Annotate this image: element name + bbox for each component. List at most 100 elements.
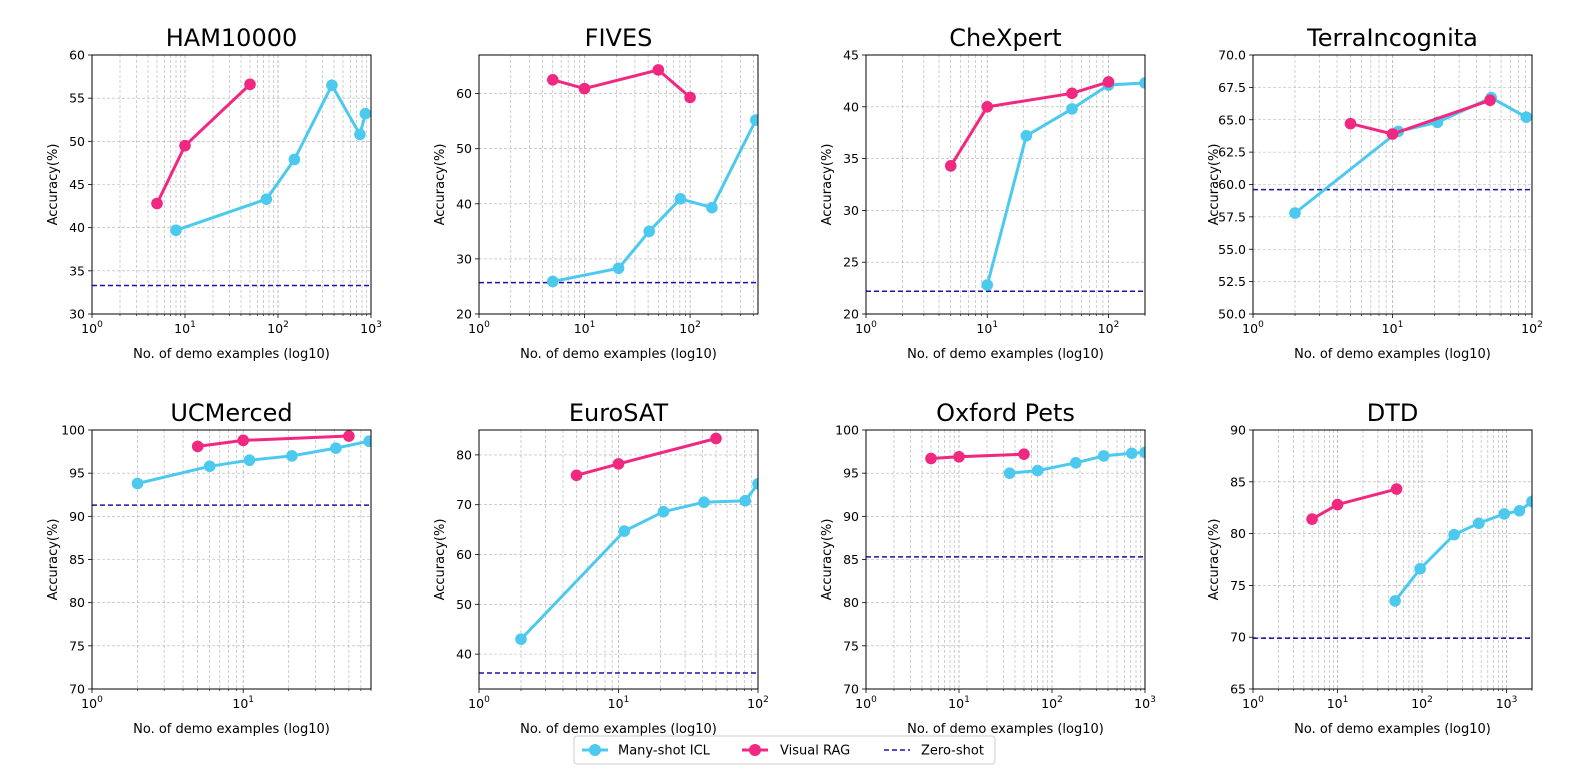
tick-label-x: 100 [468, 320, 490, 336]
tick-label-y: 75 [1230, 578, 1246, 593]
x-axis-label: No. of demo examples (log10) [133, 722, 330, 737]
tick-label-y: 90 [1230, 423, 1246, 438]
data-point-rag [944, 160, 957, 172]
data-point-rag [151, 197, 163, 210]
tick-label-y: 95 [843, 466, 859, 481]
tick-label-x: 102 [679, 320, 701, 336]
x-axis-label: No. of demo examples (log10) [907, 347, 1104, 362]
tick-label-x: 102 [267, 320, 289, 336]
data-point-rag [1066, 87, 1078, 100]
data-point-icl [750, 114, 758, 126]
tick-label-x: 101 [574, 320, 596, 336]
tick-label-y: 70.0 [1218, 48, 1246, 63]
series-line-rag [930, 452, 1025, 460]
chart-fives: 20 30 40 50 60 100 101 102 FIVES No. of demo exam… [433, 24, 759, 362]
legend-rag-swatch-marker [749, 744, 761, 756]
x-axis-label: No. of demo examples (log10) [907, 722, 1104, 737]
tick-label-x: 100 [1242, 695, 1264, 711]
data-point-icl [618, 525, 631, 537]
tick-label-y: 40 [69, 220, 85, 235]
tick-label-y: 90 [843, 509, 859, 524]
tick-label-x: 103 [1496, 695, 1518, 711]
x-axis-label: No. of demo examples (log10) [133, 347, 330, 362]
tick-label-y: 65.0 [1218, 112, 1246, 127]
series-line-rag [1311, 487, 1397, 521]
tick-label-y: 50 [456, 141, 472, 156]
series-icl [546, 114, 758, 288]
tick-label-y: 35 [69, 263, 85, 278]
data-point-rag [1306, 513, 1318, 525]
tick-label-y: 75 [69, 638, 85, 653]
tick-label-x: 102 [747, 695, 769, 711]
data-point-rag [1390, 483, 1403, 495]
chart-title: DTD [1367, 399, 1419, 427]
series-icl [515, 477, 758, 645]
grid [865, 54, 1146, 315]
data-point-icl [1066, 103, 1078, 115]
tick-label-y: 90 [69, 509, 85, 524]
data-point-rag [191, 440, 204, 453]
legend-icl-swatch-marker [589, 744, 601, 756]
data-point-rag [1484, 94, 1496, 107]
data-point-rag [1102, 76, 1115, 88]
data-point-icl [1125, 447, 1138, 460]
data-point-rag [546, 73, 559, 86]
data-point-icl [170, 224, 182, 237]
data-point-icl [131, 477, 144, 490]
tick-label-y: 80 [843, 595, 859, 610]
legend-icl-label: Many-shot ICL [618, 744, 711, 759]
legend-rag-label: Visual RAG [780, 744, 850, 759]
y-axis-label: Accuracy(%) [433, 519, 448, 601]
chart-panels: 30 35 40 45 50 55 60 100 101 102 103 HAM10000 No. of… [46, 24, 1543, 737]
tick-label-x: 102 [1098, 320, 1120, 336]
data-point-icl [981, 279, 994, 291]
tick-label-y: 40 [456, 647, 472, 662]
data-point-icl [260, 193, 273, 205]
tick-label-y: 85 [1230, 474, 1246, 489]
tick-label-y: 62.5 [1218, 145, 1246, 160]
tick-label-x: 102 [1521, 320, 1543, 336]
tick-label-y: 35 [843, 151, 859, 166]
data-point-icl [286, 450, 298, 462]
chart-dtd: 65 70 75 80 85 90 100 101 102 103 DTD No. of demo e… [1207, 399, 1533, 737]
chart-oxford-pets: 70 75 80 85 90 95 100 100 101 102 103 Oxford Pets No… [820, 399, 1156, 737]
data-point-rag [343, 430, 355, 442]
series-icl [1289, 91, 1532, 219]
data-point-rag [981, 101, 994, 113]
grid [865, 429, 1146, 690]
chart-title: UCMerced [170, 399, 292, 427]
data-point-rag [710, 432, 722, 445]
data-point-rag [1344, 117, 1357, 130]
chart-title: HAM10000 [166, 24, 298, 52]
series-line-icl [175, 83, 367, 232]
grid [91, 429, 372, 690]
tick-label-y: 57.5 [1218, 209, 1246, 224]
tick-label-y: 55.0 [1218, 242, 1246, 257]
tick-label-x: 101 [1327, 695, 1349, 711]
data-point-icl [546, 275, 559, 288]
tick-label-y: 95 [69, 466, 85, 481]
series-line-icl [1294, 96, 1528, 215]
y-axis-label: Accuracy(%) [1207, 519, 1222, 601]
tick-label-x: 100 [468, 695, 490, 711]
tick-label-x: 100 [1242, 320, 1264, 336]
data-point-icl [330, 442, 342, 454]
data-point-icl [1513, 505, 1526, 517]
series-line-rag [197, 434, 349, 448]
tick-label-x: 101 [174, 320, 196, 336]
axes-frame [1252, 429, 1533, 690]
tick-label-y: 50.0 [1218, 307, 1246, 322]
tick-label-y: 70 [1230, 630, 1246, 645]
data-point-icl [359, 107, 371, 120]
y-axis-label: Accuracy(%) [820, 144, 835, 226]
chart-title: CheXpert [949, 24, 1061, 52]
tick-label-y: 25 [843, 255, 859, 270]
series-line-icl [552, 119, 758, 283]
x-axis-label: No. of demo examples (log10) [1294, 722, 1491, 737]
tick-label-y: 70 [843, 682, 859, 697]
tick-label-y: 20 [843, 307, 859, 322]
axes-frame [478, 54, 759, 315]
data-point-icl [1020, 130, 1033, 142]
data-point-icl [752, 477, 758, 490]
